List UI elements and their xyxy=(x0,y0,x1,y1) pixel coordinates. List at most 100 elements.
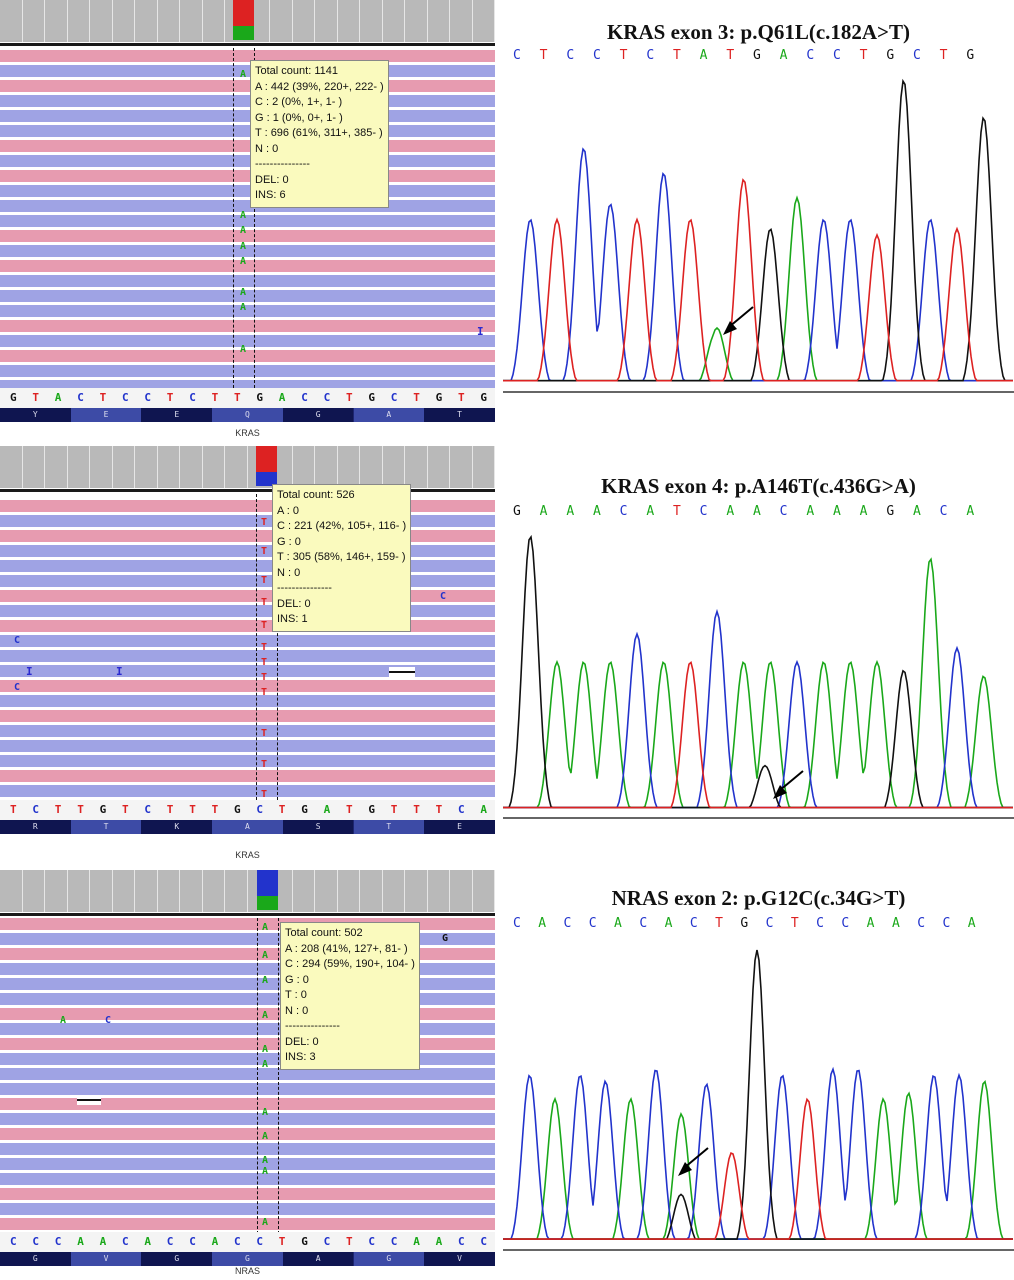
aligned-read xyxy=(0,1038,495,1050)
coverage-cell xyxy=(338,0,360,42)
coverage-cell xyxy=(90,870,113,912)
variant-column-left xyxy=(256,494,257,800)
amino-acid: Y xyxy=(0,408,71,422)
reference-base: C xyxy=(77,391,84,404)
base-call: A xyxy=(779,48,788,63)
amino-acid: G xyxy=(282,408,354,422)
reference-base: G xyxy=(256,391,264,404)
trace-t xyxy=(503,178,1013,382)
base-call: A xyxy=(833,504,841,519)
mutation-arrow xyxy=(773,770,804,799)
mismatch-base: T xyxy=(261,728,268,739)
reference-base: T xyxy=(346,391,353,404)
reference-base: T xyxy=(77,803,84,816)
chromatogram-panel-b: KRAS exon 3: p.Q61L(c.182A>T) C T C C T C T A T G… xyxy=(503,0,1014,410)
coverage-cell xyxy=(428,446,450,488)
trace-a xyxy=(503,1080,1013,1240)
trace-g xyxy=(503,949,1013,1240)
base-call: A xyxy=(566,504,575,519)
mismatch-base: T xyxy=(261,517,268,528)
coverage-cell xyxy=(360,0,383,42)
reference-base: C xyxy=(390,391,398,404)
variant-coverage-bar xyxy=(256,446,277,486)
coverage-cell xyxy=(338,446,360,488)
coverage-cell xyxy=(270,870,293,912)
aligned-read xyxy=(0,335,495,347)
variant-coverage-bar xyxy=(233,0,254,40)
base-call: C xyxy=(816,916,824,931)
chromatogram-trace xyxy=(503,78,1014,393)
coverage-bottom-segment xyxy=(256,472,277,486)
mismatch-base: C xyxy=(440,591,447,602)
coverage-cell xyxy=(113,0,135,42)
base-call: C xyxy=(588,916,597,931)
coverage-cell xyxy=(180,446,203,488)
reference-base: T xyxy=(278,803,286,816)
mismatch-base: T xyxy=(261,575,268,586)
reference-base: G xyxy=(435,391,443,404)
aligned-read xyxy=(0,1023,495,1035)
coverage-cell xyxy=(383,870,405,912)
reference-base: C xyxy=(323,1235,331,1248)
mismatch-base: A xyxy=(262,1044,269,1055)
coverage-cell xyxy=(405,0,428,42)
aligned-read xyxy=(0,500,495,512)
mismatch-base: A xyxy=(262,1131,269,1142)
aligned-read xyxy=(0,575,495,587)
reference-base: T xyxy=(99,391,107,404)
coverage-cell xyxy=(473,446,495,488)
trace-t xyxy=(503,1097,1013,1240)
reference-base: T xyxy=(189,803,196,816)
coverage-cell xyxy=(45,446,68,488)
base-call: C xyxy=(593,48,601,63)
base-call: T xyxy=(673,504,681,519)
base-call: C xyxy=(619,504,628,519)
amino-acid: G xyxy=(212,1252,283,1266)
coverage-cell xyxy=(158,870,180,912)
mismatch-base: C xyxy=(14,682,21,693)
coverage-cell xyxy=(293,0,315,42)
chromatogram-trace xyxy=(503,534,1014,819)
mismatch-base: C xyxy=(14,635,21,646)
mismatch-base: A xyxy=(262,1107,269,1118)
aligned-read xyxy=(0,290,495,302)
coverage-cell xyxy=(293,870,315,912)
chromatogram-trace xyxy=(503,949,1014,1251)
base-call: C xyxy=(942,916,951,931)
variant-column-right xyxy=(277,494,278,800)
aligned-read xyxy=(0,1068,495,1080)
reference-base: A xyxy=(480,803,488,816)
aligned-read xyxy=(0,680,495,692)
coverage-cell xyxy=(158,0,180,42)
mismatch-base: A xyxy=(262,1059,269,1070)
coverage-cell xyxy=(90,0,113,42)
reference-base: T xyxy=(278,1235,286,1248)
base-call: A xyxy=(593,504,601,519)
coverage-track xyxy=(0,446,495,488)
mismatch-base: T xyxy=(261,620,268,631)
aligned-read xyxy=(0,1098,495,1110)
aligned-read xyxy=(0,1218,495,1230)
coverage-cell xyxy=(203,0,225,42)
aligned-read xyxy=(0,740,495,752)
reference-base: C xyxy=(301,391,308,404)
aligned-read xyxy=(0,230,495,242)
base-call: A xyxy=(664,916,673,931)
reference-base: T xyxy=(458,391,465,404)
mismatch-base: T xyxy=(261,642,268,653)
base-call: T xyxy=(726,48,735,63)
base-call: C xyxy=(639,916,648,931)
reference-base: T xyxy=(54,803,62,816)
coverage-cell xyxy=(248,0,270,42)
reference-base: C xyxy=(458,803,465,816)
amino-acid: G xyxy=(0,1252,71,1266)
reference-base: T xyxy=(234,391,241,404)
aligned-read xyxy=(0,140,495,152)
aligned-read xyxy=(0,170,495,182)
base-call: A xyxy=(538,916,547,931)
reference-base: T xyxy=(166,803,174,816)
reference-base: C xyxy=(122,1235,129,1248)
